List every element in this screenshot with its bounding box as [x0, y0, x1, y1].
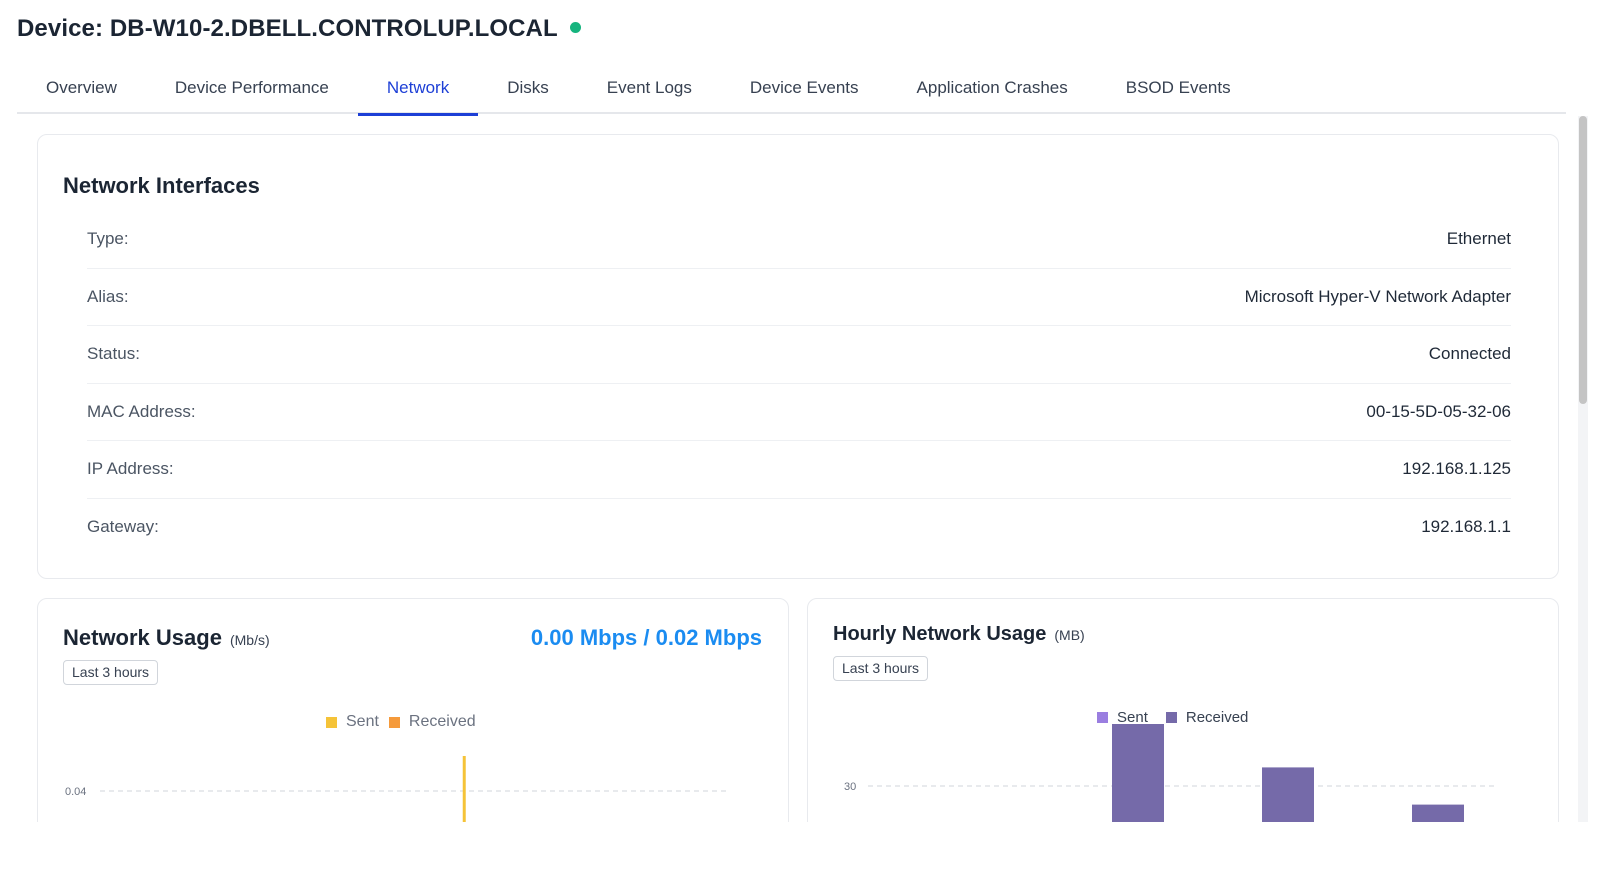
tab-bsod-events[interactable]: BSOD Events [1125, 78, 1231, 97]
info-row-gateway: Gateway: 192.168.1.1 [87, 499, 1511, 557]
device-page: Device: DB-W10-2.DBELL.CONTROLUP.LOCAL O… [17, 12, 1588, 822]
legend-received[interactable]: Received [388, 713, 476, 731]
info-label: Type: [87, 229, 129, 249]
received-bar [1412, 804, 1464, 822]
legend-sent[interactable]: Sent [326, 713, 379, 731]
received-bar [1262, 767, 1314, 822]
hourly-usage-title-row: Hourly Network Usage (MB) [833, 623, 1085, 646]
legend-swatch-sent [1097, 712, 1108, 723]
hourly-usage-chart: 30 [844, 724, 1498, 822]
info-label: Status: [87, 344, 140, 364]
info-row-status: Status: Connected [87, 326, 1511, 384]
network-usage-unit: (Mb/s) [229, 632, 270, 648]
received-bar [1112, 724, 1164, 822]
scrollbar-thumb[interactable] [1579, 116, 1587, 404]
info-row-alias: Alias: Microsoft Hyper-V Network Adapter [87, 269, 1511, 326]
page-scrollbar[interactable] [1578, 116, 1588, 822]
network-usage-title: Network Usage [63, 625, 222, 650]
tab-device-performance[interactable]: Device Performance [174, 78, 329, 97]
network-interfaces-title: Network Interfaces [63, 173, 260, 198]
info-label: Gateway: [87, 517, 159, 537]
hourly-time-range[interactable]: Last 3 hours [833, 656, 929, 681]
usage-time-range[interactable]: Last 3 hours [63, 660, 159, 685]
info-label: Alias: [87, 286, 129, 306]
info-row-type: Type: Ethernet [87, 211, 1511, 269]
legend-label: Received [1185, 709, 1249, 726]
legend-sent[interactable]: Sent [1097, 709, 1148, 726]
tab-application-crashes[interactable]: Application Crashes [916, 78, 1068, 97]
info-value: Ethernet [1446, 229, 1511, 249]
y-tick-label: 30 [844, 781, 856, 793]
info-value: Connected [1428, 344, 1511, 364]
page-header: Device: DB-W10-2.DBELL.CONTROLUP.LOCAL [17, 12, 581, 46]
current-throughput: 0.00 Mbps / 0.02 Mbps [530, 625, 762, 650]
legend-received[interactable]: Received [1165, 709, 1249, 726]
hourly-usage-unit: (MB) [1054, 627, 1085, 643]
tab-event-logs[interactable]: Event Logs [606, 78, 692, 97]
tab-network[interactable]: Network [357, 66, 479, 116]
network-usage-title-row: Network Usage (Mb/s) [63, 625, 270, 651]
legend-swatch-sent [326, 716, 337, 728]
info-value: 192.168.1.125 [1402, 459, 1511, 479]
tab-content: Network Interfaces Type: Ethernet Alias:… [17, 116, 1583, 822]
usage-legend: Sent Received [326, 713, 476, 731]
tab-bar: Overview Device Performance Network Disk… [17, 66, 1566, 116]
hourly-legend: Sent Received [1097, 709, 1248, 726]
interface-details-list: Type: Ethernet Alias: Microsoft Hyper-V … [87, 211, 1511, 556]
tab-overview[interactable]: Overview [46, 78, 117, 97]
info-row-ip-address: IP Address: 192.168.1.125 [87, 441, 1511, 499]
page-title: Device: DB-W10-2.DBELL.CONTROLUP.LOCAL [17, 15, 558, 42]
info-label: MAC Address: [87, 401, 196, 421]
tab-device-events[interactable]: Device Events [749, 78, 859, 97]
online-status-indicator [569, 21, 581, 33]
legend-label: Sent [346, 713, 379, 730]
info-value: Microsoft Hyper-V Network Adapter [1244, 286, 1511, 306]
hourly-usage-title: Hourly Network Usage [833, 623, 1047, 645]
legend-swatch-received [1165, 712, 1177, 723]
tab-disks[interactable]: Disks [507, 78, 549, 97]
legend-label: Sent [1117, 709, 1148, 726]
legend-swatch-received [388, 716, 400, 728]
info-label: IP Address: [87, 459, 174, 479]
network-usage-card: Network Usage (Mb/s) 0.00 Mbps / 0.02 Mb… [37, 598, 789, 822]
info-value: 192.168.1.1 [1421, 517, 1511, 537]
legend-label: Received [408, 713, 476, 730]
info-row-mac-address: MAC Address: 00-15-5D-05-32-06 [87, 384, 1511, 441]
network-usage-chart: 0.04 [65, 756, 728, 822]
network-interfaces-card: Network Interfaces Type: Ethernet Alias:… [37, 134, 1559, 579]
hourly-network-usage-card: Hourly Network Usage (MB) Last 3 hours S… [807, 598, 1559, 822]
y-tick-label: 0.04 [65, 786, 86, 798]
info-value: 00-15-5D-05-32-06 [1366, 401, 1511, 421]
